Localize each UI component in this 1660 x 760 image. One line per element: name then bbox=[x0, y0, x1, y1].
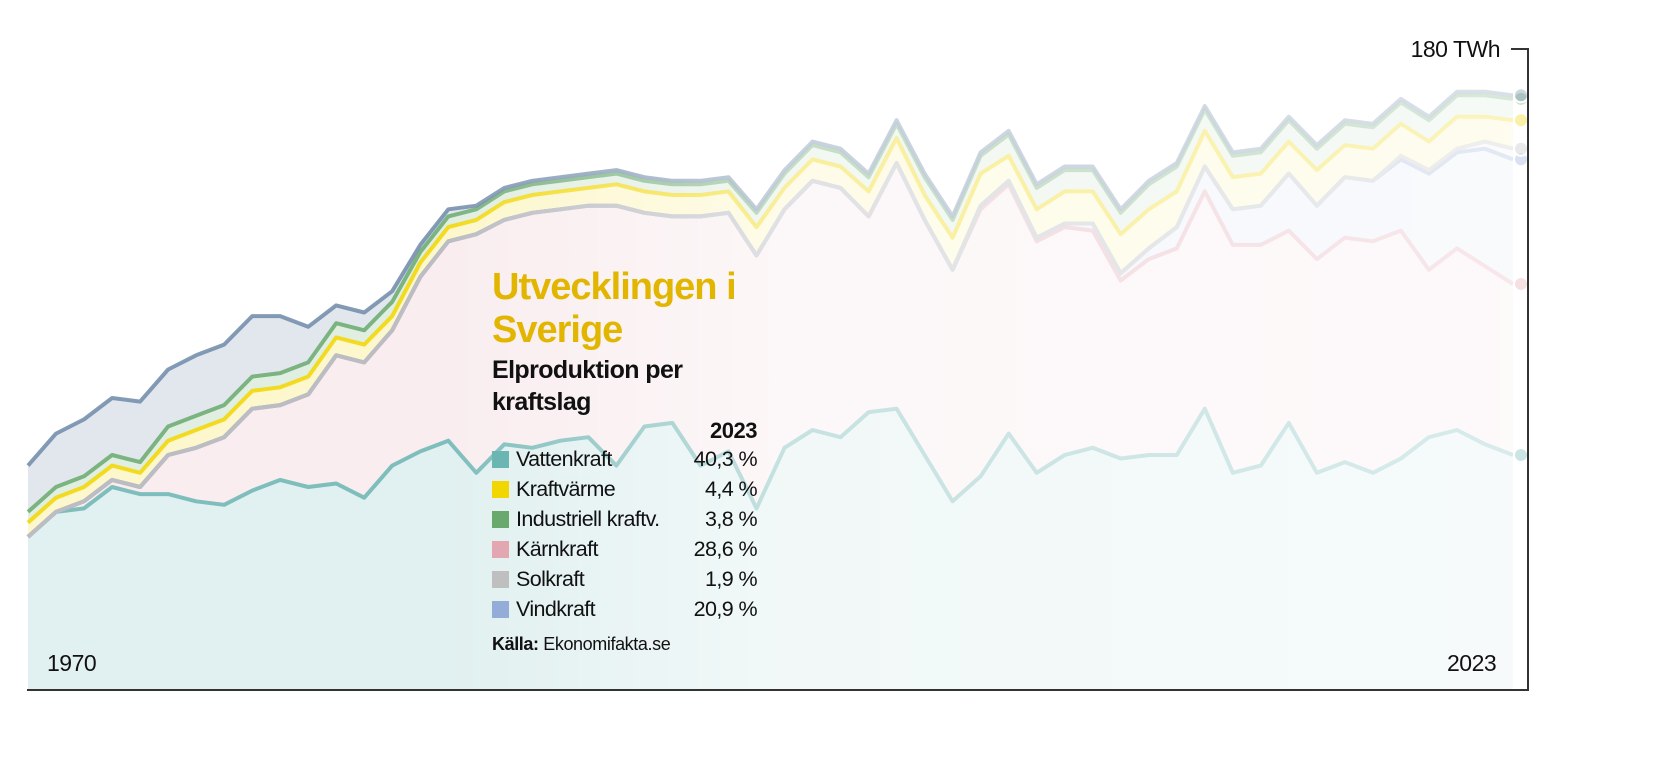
source-line: Källa: Ekonomifakta.se bbox=[492, 634, 772, 655]
legend-label: Vindkraft bbox=[516, 596, 596, 621]
legend-item: Vattenkraft 40,3 % bbox=[492, 444, 758, 474]
legend-label: Solkraft bbox=[516, 566, 585, 591]
legend: Vattenkraft 40,3 % Kraftvärme 4,4 % Industri… bbox=[492, 444, 772, 624]
endpoint-solkraft bbox=[1513, 140, 1529, 157]
legend-year: 2023 bbox=[710, 418, 757, 443]
legend-swatch bbox=[492, 480, 509, 498]
legend-item: Solkraft 1,9 % bbox=[492, 564, 758, 594]
legend-panel: Utvecklingen i Sverige Elproduktion per … bbox=[492, 266, 772, 655]
legend-value: 4,4 % bbox=[705, 476, 758, 501]
source-label: Källa: bbox=[492, 634, 539, 654]
legend-item: Kraftvärme 4,4 % bbox=[492, 474, 758, 504]
x-axis-start-label: 1970 bbox=[47, 650, 97, 676]
legend-value: 20,9 % bbox=[693, 596, 758, 621]
legend-item: Kärnkraft 28,6 % bbox=[492, 534, 758, 564]
endpoint-vattenkraft bbox=[1513, 447, 1529, 463]
legend-label: Vattenkraft bbox=[516, 446, 612, 471]
legend-value: 40,3 % bbox=[693, 446, 758, 471]
chart-subtitle: Elproduktion per kraftslag bbox=[492, 356, 683, 416]
legend-item: Vindkraft 20,9 % bbox=[492, 594, 758, 624]
x-axis-end-label: 2023 bbox=[1447, 650, 1497, 676]
endpoint-övrigt bbox=[1513, 87, 1529, 104]
legend-swatch bbox=[492, 600, 509, 618]
legend-label: Industriell kraftv. bbox=[516, 506, 660, 531]
source-text: Ekonomifakta.se bbox=[543, 634, 671, 654]
series-endpoints bbox=[1513, 87, 1529, 463]
legend-value: 28,6 % bbox=[693, 536, 758, 561]
legend-swatch bbox=[492, 540, 509, 558]
endpoint-kärnkraft bbox=[1513, 276, 1529, 292]
legend-label: Kärnkraft bbox=[516, 536, 598, 561]
legend-item: Industriell kraftv. 3,8 % bbox=[492, 504, 758, 534]
legend-value: 1,9 % bbox=[705, 566, 758, 591]
legend-swatch bbox=[492, 570, 509, 588]
fade-overlay bbox=[28, 40, 1528, 690]
endpoint-kraftvärme bbox=[1513, 112, 1529, 129]
chart-title: Utvecklingen i Sverige bbox=[492, 266, 737, 351]
legend-value: 3,8 % bbox=[705, 506, 758, 531]
y-axis-max-label: 180 TWh bbox=[1410, 36, 1501, 62]
legend-swatch bbox=[492, 450, 509, 468]
legend-label: Kraftvärme bbox=[516, 476, 616, 501]
legend-swatch bbox=[492, 510, 509, 528]
